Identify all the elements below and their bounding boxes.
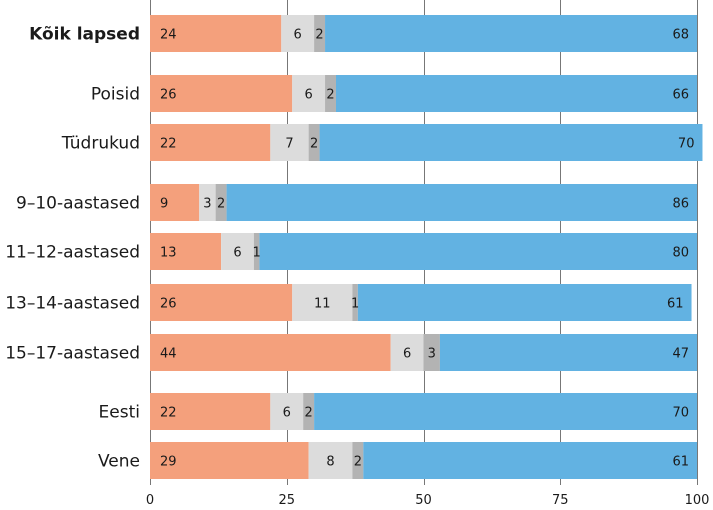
bar-segment-7-3 xyxy=(314,393,697,430)
data-label-7-0: 22 xyxy=(160,406,177,421)
data-label-2-2: 2 xyxy=(310,137,318,152)
data-label-8-2: 2 xyxy=(354,455,362,470)
bar-segment-2-3 xyxy=(319,124,703,161)
bar-segment-1-2 xyxy=(325,75,336,112)
bar-segment-1-3 xyxy=(335,75,697,112)
x-tick-label-100: 100 xyxy=(685,493,710,508)
bar-segment-4-2 xyxy=(253,233,260,270)
bar-segment-4-3 xyxy=(259,233,697,270)
data-label-7-3: 70 xyxy=(672,406,689,421)
bar-segment-7-0 xyxy=(150,393,271,430)
bar-segment-7-2 xyxy=(303,393,315,430)
category-label-6: 15–17-aastased xyxy=(5,344,140,364)
data-label-0-1: 6 xyxy=(294,28,302,43)
bar-segment-8-3 xyxy=(363,442,697,479)
bar-segment-8-1 xyxy=(308,442,353,479)
data-label-3-2: 2 xyxy=(217,197,225,212)
bar-segment-5-3 xyxy=(357,284,692,321)
data-label-5-1: 11 xyxy=(314,297,331,312)
category-label-0: Kõik lapsed xyxy=(29,25,140,45)
data-label-0-0: 24 xyxy=(160,28,177,43)
bar-segment-6-1 xyxy=(390,334,424,371)
data-label-1-2: 2 xyxy=(326,88,334,103)
bar-segment-7-1 xyxy=(270,393,304,430)
data-label-7-1: 6 xyxy=(283,406,291,421)
bar-segment-2-0 xyxy=(150,124,271,161)
bar-segment-3-3 xyxy=(226,184,697,221)
bar-segment-4-1 xyxy=(221,233,254,270)
bar-segment-5-2 xyxy=(352,284,358,321)
data-label-8-3: 61 xyxy=(672,455,689,470)
bar-segment-2-2 xyxy=(308,124,320,161)
data-label-4-2: 1 xyxy=(253,246,261,261)
data-label-6-0: 44 xyxy=(160,347,177,362)
data-label-7-2: 2 xyxy=(304,406,312,421)
x-tick-label-25: 25 xyxy=(278,493,295,508)
data-label-2-0: 22 xyxy=(160,137,177,152)
bar-segment-5-0 xyxy=(150,284,293,321)
data-label-2-1: 7 xyxy=(285,137,293,152)
category-label-2: Tüdrukud xyxy=(61,134,140,154)
data-label-4-0: 13 xyxy=(160,246,177,261)
data-label-2-3: 70 xyxy=(678,137,695,152)
x-tick-label-50: 50 xyxy=(415,493,432,508)
bar-segment-0-1 xyxy=(281,15,315,52)
bar-segment-4-0 xyxy=(150,233,222,270)
bar-segment-3-0 xyxy=(150,184,200,221)
bar-segment-6-0 xyxy=(150,334,391,371)
data-label-0-2: 2 xyxy=(315,28,323,43)
bar-segment-6-2 xyxy=(423,334,440,371)
data-label-5-0: 26 xyxy=(160,297,177,312)
bar-segment-2-1 xyxy=(270,124,309,161)
data-label-0-3: 68 xyxy=(672,28,689,43)
bar-segment-1-0 xyxy=(150,75,293,112)
bar-segment-0-0 xyxy=(150,15,282,52)
category-label-4: 11–12-aastased xyxy=(5,243,140,263)
data-label-3-0: 9 xyxy=(160,197,168,212)
data-label-1-3: 66 xyxy=(672,88,689,103)
data-label-3-3: 86 xyxy=(672,197,689,212)
data-label-6-3: 47 xyxy=(672,347,689,362)
category-label-8: Vene xyxy=(98,452,140,472)
data-label-4-3: 80 xyxy=(672,246,689,261)
data-label-1-1: 6 xyxy=(304,88,312,103)
data-label-5-3: 61 xyxy=(667,297,684,312)
bar-segment-6-3 xyxy=(439,334,697,371)
category-label-1: Poisid xyxy=(91,85,140,105)
category-label-3: 9–10-aastased xyxy=(16,194,140,214)
data-label-8-0: 29 xyxy=(160,455,177,470)
data-label-8-1: 8 xyxy=(326,455,334,470)
bar-segment-8-0 xyxy=(150,442,309,479)
x-tick-label-75: 75 xyxy=(552,493,569,508)
bar-segment-1-1 xyxy=(292,75,326,112)
data-label-5-2: 1 xyxy=(351,297,359,312)
data-label-1-0: 26 xyxy=(160,88,177,103)
bar-segment-3-1 xyxy=(199,184,216,221)
bar-segment-5-1 xyxy=(292,284,353,321)
x-tick-label-0: 0 xyxy=(146,493,154,508)
category-label-5: 13–14-aastased xyxy=(5,294,140,314)
data-label-4-1: 6 xyxy=(233,246,241,261)
data-label-6-2: 3 xyxy=(428,347,436,362)
category-label-7: Eesti xyxy=(99,403,140,423)
data-label-6-1: 6 xyxy=(403,347,411,362)
bar-segment-3-2 xyxy=(215,184,227,221)
data-label-3-1: 3 xyxy=(203,197,211,212)
bar-segment-0-2 xyxy=(314,15,326,52)
bar-segment-0-3 xyxy=(325,15,697,52)
bar-segment-8-2 xyxy=(352,442,364,479)
